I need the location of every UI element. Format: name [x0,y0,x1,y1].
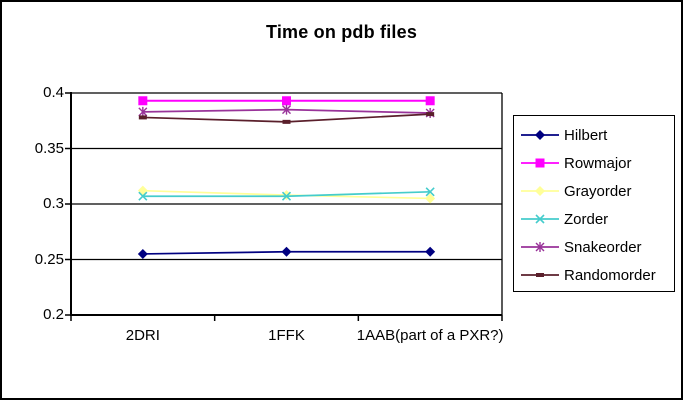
y-tick-label: 0.3 [43,195,64,212]
legend-item-zorder: Zorder [514,205,674,233]
y-tick-label: 0.2 [43,306,64,323]
y-tick-label: 0.35 [34,139,64,157]
legend-item-grayorder: Grayorder [514,177,674,205]
diamond-marker [535,130,545,140]
asterisk-marker [282,105,291,115]
chart-title: Time on pdb files [265,22,418,42]
legend-label: Zorder [564,210,609,228]
dash-marker [426,112,435,117]
legend-item-randomorder: Randomorder [514,261,674,289]
diamond-marker [425,246,436,257]
legend: Hilbert Rowmajor Grayorder Zorder Snakeorder… [513,115,675,292]
diamond-marker [425,193,436,204]
legend-label: Randomorder [564,266,656,284]
dash-marker [282,119,291,124]
legend-item-hilbert: Hilbert [514,121,674,149]
x-marker [138,191,148,201]
diamond-marker [137,248,148,259]
square-marker [138,96,148,106]
x-tick-label: 1FFK [268,327,305,344]
diamond-marker [535,186,545,196]
legend-label: Snakeorder [564,238,642,256]
legend-line-sample [521,186,559,196]
y-tick-label: 0.4 [43,84,64,101]
dash-marker [138,115,147,120]
legend-line-sample [521,273,559,277]
legend-line-sample [521,158,559,168]
x-marker [281,191,292,201]
y-tick-label: 0.25 [34,250,64,268]
legend-line-sample [521,242,559,252]
legend-line-sample [521,130,559,140]
legend-label: Rowmajor [564,154,632,172]
legend-label: Grayorder [564,182,632,200]
square-marker [425,96,435,106]
legend-item-rowmajor: Rowmajor [514,149,674,177]
square-marker [282,96,291,106]
x-tick-label: 1AAB(part of a PXR?) [356,327,504,344]
diamond-marker [137,185,148,196]
x-marker [535,214,545,224]
x-marker [425,187,435,197]
square-marker [535,158,545,168]
diamond-marker [281,246,292,257]
asterisk-marker [535,242,545,252]
asterisk-marker [138,107,148,117]
dash-marker [536,273,544,277]
legend-line-sample [521,214,559,224]
legend-item-snakeorder: Snakeorder [514,233,674,261]
x-tick-label: 2DRI [125,327,160,344]
legend-label: Hilbert [564,126,608,144]
